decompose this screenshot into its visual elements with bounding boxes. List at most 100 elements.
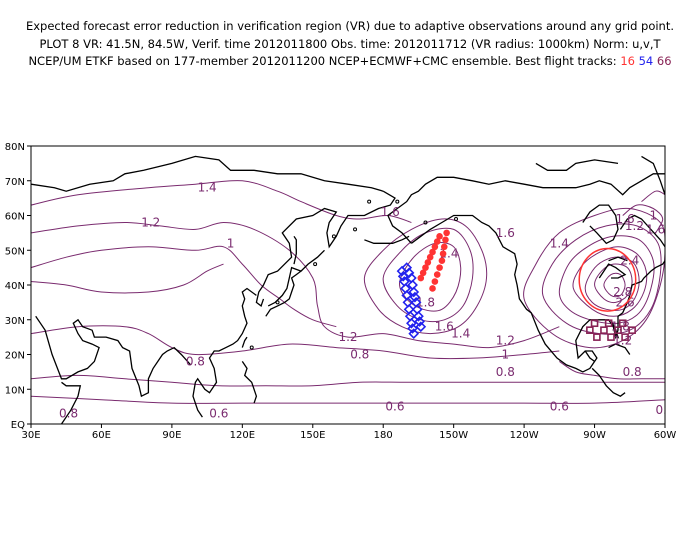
track-16-label: 16 xyxy=(620,54,635,68)
contour-label: 1.2 xyxy=(338,330,357,344)
track-54-point xyxy=(415,321,427,333)
contour-label: 1.6 xyxy=(646,222,665,236)
island xyxy=(367,199,372,204)
title-line-3-text: NCEP/UM ETKF based on 177-member 2012011… xyxy=(28,54,617,68)
coastline xyxy=(582,204,619,245)
contour-line xyxy=(541,223,662,335)
contour-line xyxy=(31,245,337,328)
x-tick-label: 30E xyxy=(21,430,40,441)
y-tick-label: 10N xyxy=(5,385,25,396)
coastline xyxy=(31,155,384,192)
map-background xyxy=(31,146,665,424)
island xyxy=(423,220,428,225)
coastline xyxy=(598,263,627,279)
contour-label: 1.4 xyxy=(550,236,569,250)
track-16-point xyxy=(431,278,439,285)
coastline xyxy=(60,381,82,424)
track-54-point xyxy=(403,303,415,315)
track-66-point xyxy=(607,333,615,341)
coastline xyxy=(300,249,325,272)
track-66-point xyxy=(614,326,622,334)
x-tick-label: 90W xyxy=(583,430,606,441)
y-tick-label: 20N xyxy=(5,351,25,362)
track-54-point xyxy=(401,290,413,301)
coastline xyxy=(241,336,248,348)
contour-label: 1 xyxy=(227,236,235,250)
track-16-point xyxy=(429,248,436,256)
track-54-point xyxy=(410,297,422,308)
contour-label: 0.8 xyxy=(350,348,369,362)
coastline xyxy=(619,214,665,248)
x-tick-label: 90E xyxy=(162,430,181,441)
contour-label: 0.6 xyxy=(550,400,569,414)
x-tick-label: 180 xyxy=(374,430,393,441)
y-tick-label: 50N xyxy=(5,246,25,257)
contour-label: 0.8 xyxy=(59,407,78,421)
title-line-2: PLOT 8 VR: 41.5N, 84.5W, Verif. time 201… xyxy=(39,37,661,51)
coastline xyxy=(584,350,595,362)
contour-line xyxy=(31,263,224,294)
contour-label: 0.8 xyxy=(623,365,642,379)
contour-line xyxy=(559,360,665,380)
track-16-point xyxy=(431,243,439,251)
contour-label: 0.6 xyxy=(209,407,228,421)
contour-line xyxy=(31,221,560,349)
island xyxy=(331,234,336,239)
x-axis: 30E 60E 90E 120E 150E 180 150W 120W 90W 60W xyxy=(21,424,676,441)
contour-line xyxy=(572,246,648,317)
contour-line xyxy=(584,256,640,311)
x-tick-label: 60E xyxy=(92,430,111,441)
island xyxy=(275,300,280,305)
x-tick-label: 150E xyxy=(300,430,325,441)
contour-label: 0.8 xyxy=(655,403,674,417)
y-tick-label: EQ xyxy=(11,420,25,431)
contour-line xyxy=(523,207,665,349)
contour-line xyxy=(558,235,655,324)
island xyxy=(353,227,358,232)
contour-label: 1 xyxy=(649,209,657,223)
contour-label: 0.8 xyxy=(496,365,515,379)
y-tick-label: 60N xyxy=(5,212,25,223)
contour-label: 1.4 xyxy=(451,327,470,341)
coastline xyxy=(241,361,258,404)
coastline xyxy=(608,256,628,262)
contour-label: 1.2 xyxy=(625,219,644,233)
contour-label: 2.8 xyxy=(613,285,632,299)
contour-labels: 1.41.21.611.40.81.61.41.81.61.41.21.20.8… xyxy=(59,181,674,421)
coastline xyxy=(192,287,257,418)
island xyxy=(249,345,254,350)
coastline xyxy=(293,235,297,265)
y-tick-label: 70N xyxy=(5,177,25,188)
track-54-point xyxy=(402,297,414,308)
contour-line xyxy=(641,190,665,203)
y-tick-label: 30N xyxy=(5,316,25,327)
contour-label: 1.6 xyxy=(496,226,515,240)
island xyxy=(454,216,459,221)
contour-label: 1.4 xyxy=(198,181,217,195)
flight-tracks xyxy=(396,229,636,341)
track-54-point xyxy=(407,279,418,291)
track-66-point xyxy=(628,326,636,334)
title-line-3: NCEP/UM ETKF based on 177-member 2012011… xyxy=(0,54,700,68)
track-54-point xyxy=(400,283,411,294)
track-16-point xyxy=(440,243,448,251)
track-66-point xyxy=(618,319,627,328)
x-tick-label: 120E xyxy=(230,430,255,441)
track-66-point xyxy=(590,319,599,328)
contour-label: 0.6 xyxy=(385,400,404,414)
contour-label: 1.6 xyxy=(616,212,635,226)
track-54-point xyxy=(406,272,417,284)
track-16-point xyxy=(439,250,447,258)
x-tick-label: 120W xyxy=(510,430,539,441)
coastlines xyxy=(31,155,665,424)
coastline xyxy=(387,173,665,244)
title-line-1: Expected forecast error reduction in ver… xyxy=(25,19,675,33)
y-tick-label: 80N xyxy=(5,142,25,153)
track-16-point xyxy=(424,259,432,266)
contour-line xyxy=(31,374,665,387)
track-66-point xyxy=(604,319,613,328)
track-16-point xyxy=(429,285,436,292)
contour-line xyxy=(363,218,488,335)
contour-line xyxy=(603,272,626,298)
